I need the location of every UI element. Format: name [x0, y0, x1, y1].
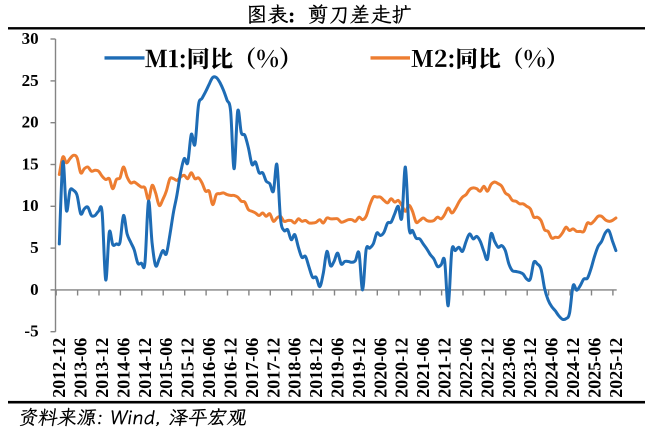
svg-text:2024-12: 2024-12: [563, 338, 583, 398]
svg-text:2019-06: 2019-06: [328, 338, 348, 398]
svg-text:2015-12: 2015-12: [178, 338, 198, 398]
svg-text:5: 5: [30, 238, 39, 257]
svg-text:2025-12: 2025-12: [606, 338, 626, 398]
svg-text:2019-12: 2019-12: [349, 338, 369, 398]
svg-text:2016-06: 2016-06: [199, 338, 219, 398]
svg-text:2023-06: 2023-06: [499, 338, 519, 398]
svg-text:2018-06: 2018-06: [285, 338, 305, 398]
svg-text:2014-06: 2014-06: [113, 338, 133, 398]
svg-text:15: 15: [22, 154, 39, 173]
svg-text:0: 0: [30, 280, 39, 299]
svg-text:2022-06: 2022-06: [456, 338, 476, 398]
svg-text:2016-12: 2016-12: [221, 338, 241, 398]
svg-text:2014-12: 2014-12: [135, 338, 155, 398]
svg-text:2023-12: 2023-12: [520, 338, 540, 398]
svg-text:20: 20: [22, 113, 39, 132]
svg-text:10: 10: [22, 196, 39, 215]
svg-text:30: 30: [22, 29, 39, 48]
svg-text:2024-06: 2024-06: [542, 338, 562, 398]
svg-text:2021-06: 2021-06: [413, 338, 433, 398]
svg-text:2025-06: 2025-06: [584, 338, 604, 398]
svg-text:2020-06: 2020-06: [370, 338, 390, 398]
svg-text:2017-06: 2017-06: [242, 338, 262, 398]
svg-text:2022-12: 2022-12: [477, 338, 497, 398]
svg-text:-5: -5: [24, 322, 38, 341]
svg-text:2017-12: 2017-12: [263, 338, 283, 398]
svg-text:2018-12: 2018-12: [306, 338, 326, 398]
svg-text:2013-06: 2013-06: [71, 338, 91, 398]
svg-text:2015-06: 2015-06: [156, 338, 176, 398]
svg-text:2012-12: 2012-12: [49, 338, 69, 398]
svg-text:2021-12: 2021-12: [435, 338, 455, 398]
svg-text:2013-12: 2013-12: [92, 338, 112, 398]
svg-text:25: 25: [22, 71, 39, 90]
svg-text:2020-12: 2020-12: [392, 338, 412, 398]
